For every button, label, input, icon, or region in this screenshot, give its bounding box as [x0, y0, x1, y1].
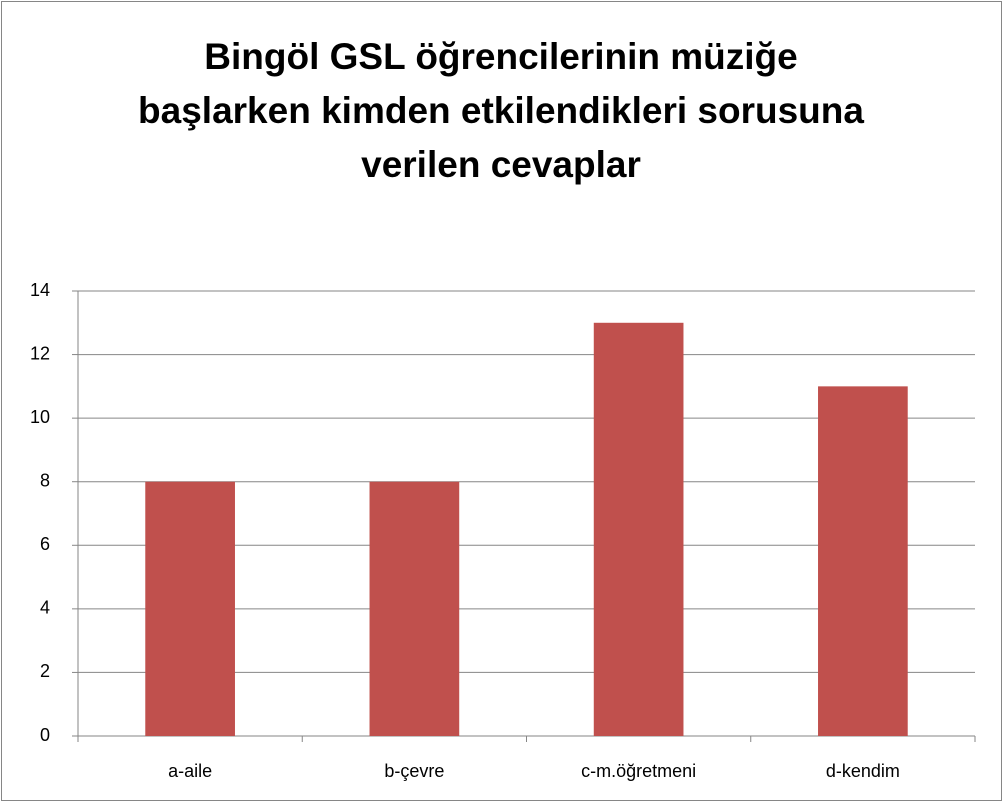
y-tick-label: 8 [40, 470, 50, 490]
y-tick-label: 0 [40, 725, 50, 745]
bar [818, 386, 908, 736]
y-tick-label: 2 [40, 661, 50, 681]
chart-title: Bingöl GSL öğrencilerinin müziğe başlark… [138, 36, 864, 185]
y-tick-label: 6 [40, 534, 50, 554]
y-tick-label: 10 [30, 407, 50, 427]
x-tick-label: d-kendim [826, 761, 900, 781]
y-tick-label: 12 [30, 343, 50, 363]
y-tick-label: 4 [40, 598, 50, 618]
x-tick-label: c-m.öğretmeni [581, 761, 696, 781]
x-tick-label: b-çevre [384, 761, 444, 781]
bar [369, 481, 460, 736]
bar [593, 322, 684, 736]
x-tick-label: a-aile [168, 761, 212, 781]
bar [145, 481, 235, 736]
y-tick-label: 14 [30, 280, 50, 300]
